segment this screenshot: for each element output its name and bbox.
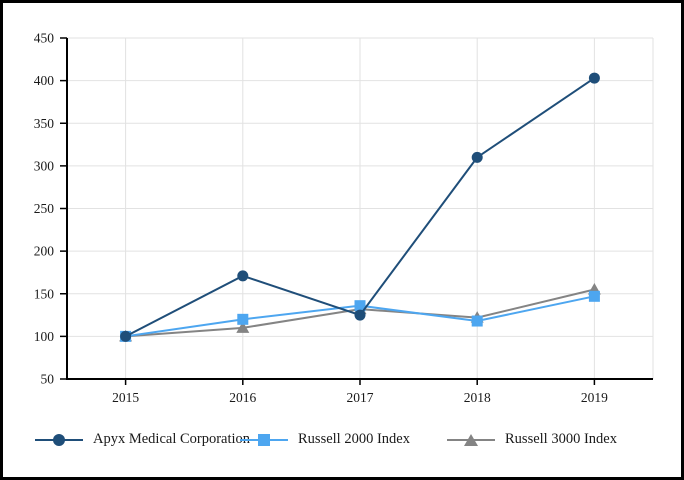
y-axis-tick-label: 100 bbox=[34, 329, 55, 344]
triangle-marker-icon bbox=[447, 432, 495, 448]
circle-marker-icon bbox=[35, 432, 83, 448]
chart-legend: Apyx Medical Corporation Russell 2000 In… bbox=[3, 431, 681, 457]
legend-glyph-svg bbox=[447, 433, 495, 446]
y-axis-tick-label: 350 bbox=[34, 116, 55, 131]
legend-label: Russell 3000 Index bbox=[505, 431, 617, 447]
legend-item-russell-3000: Russell 3000 Index bbox=[447, 431, 617, 448]
performance-line-chart: 450 400 350 300 250 200 150 100 50 2015 2016 2017 20… bbox=[34, 31, 654, 405]
data-point-circle bbox=[471, 151, 483, 163]
y-axis-tick-label: 400 bbox=[34, 73, 55, 88]
data-point-circle bbox=[120, 330, 132, 342]
y-axis-tick-label: 250 bbox=[34, 201, 55, 216]
data-point-triangle bbox=[236, 321, 250, 333]
x-axis-tick-label: 2016 bbox=[229, 390, 256, 405]
y-axis-tick-label: 450 bbox=[34, 31, 55, 46]
legend-label: Apyx Medical Corporation bbox=[93, 431, 251, 447]
x-axis-tick-label: 2017 bbox=[347, 390, 374, 405]
legend-item-russell-2000: Russell 2000 Index bbox=[240, 431, 410, 448]
legend-label: Russell 2000 Index bbox=[298, 431, 410, 447]
data-point-circle bbox=[588, 72, 600, 84]
data-point-circle bbox=[237, 270, 249, 282]
data-point-square bbox=[354, 300, 366, 312]
x-axis-tick-label: 2018 bbox=[464, 390, 491, 405]
y-axis-tick-label: 150 bbox=[34, 286, 55, 301]
y-axis-tick-label: 300 bbox=[34, 158, 55, 173]
y-axis-tick-label: 50 bbox=[41, 372, 55, 387]
legend-glyph-svg bbox=[35, 433, 83, 446]
y-axis-tick-label: 200 bbox=[34, 244, 55, 259]
x-axis-tick-label: 2019 bbox=[581, 390, 608, 405]
data-point-square bbox=[237, 313, 249, 325]
data-point-circle bbox=[354, 309, 366, 321]
x-axis-tick-label: 2015 bbox=[112, 390, 139, 405]
legend-item-apyx-medical: Apyx Medical Corporation bbox=[35, 431, 250, 448]
data-point-square bbox=[588, 290, 600, 302]
square-marker-icon bbox=[240, 432, 288, 448]
legend-glyph-svg bbox=[240, 433, 288, 446]
data-point-square bbox=[471, 315, 483, 327]
